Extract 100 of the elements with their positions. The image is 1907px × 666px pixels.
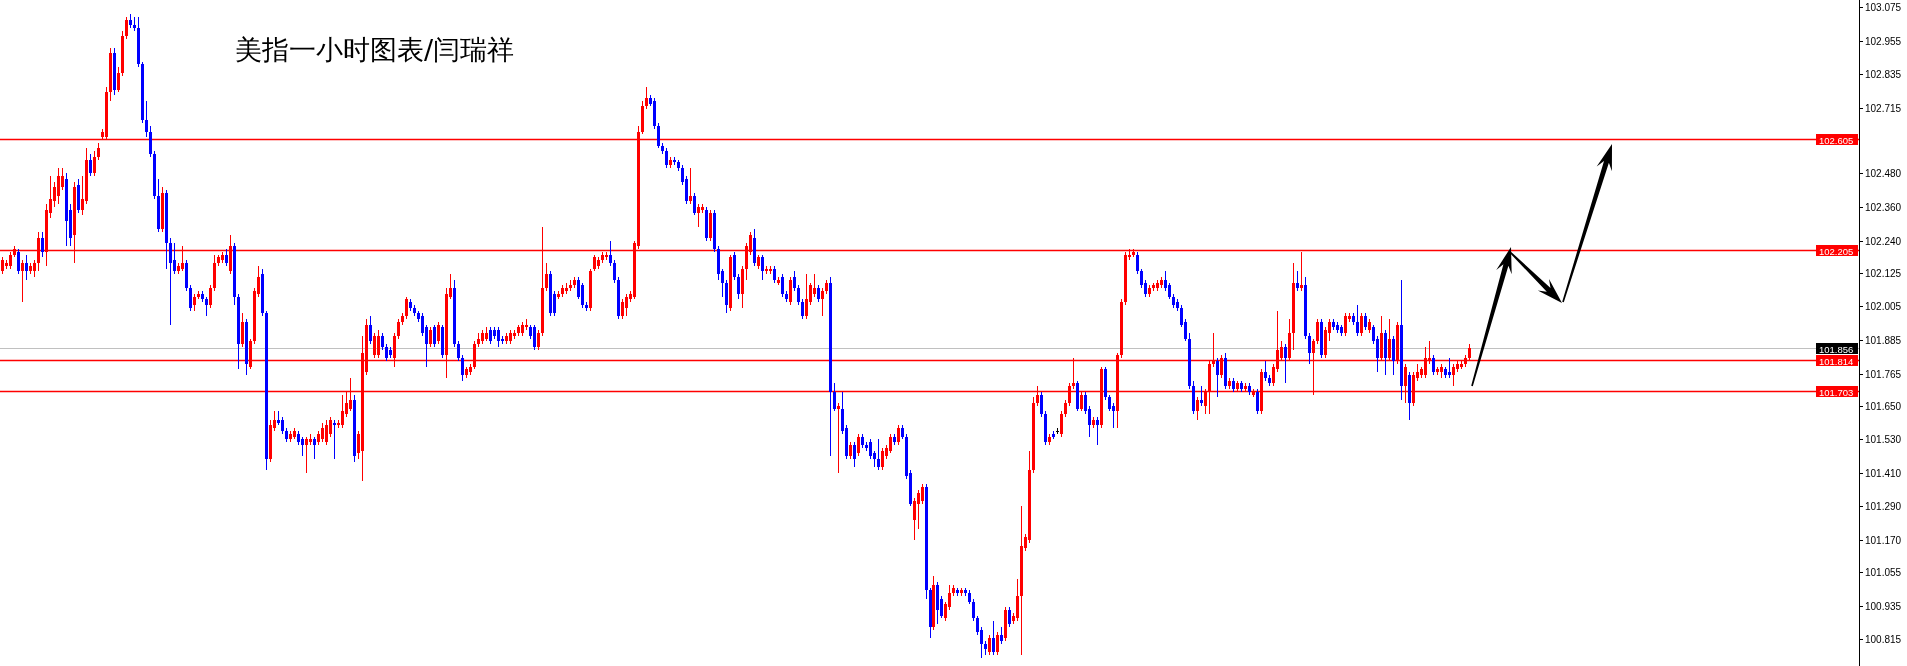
candlestick [461, 354, 464, 382]
y-tick-label: 102.955 [1865, 36, 1902, 47]
y-tick-label: 101.885 [1865, 335, 1902, 346]
candlestick [533, 324, 536, 351]
candlestick [89, 153, 92, 177]
candlestick [625, 293, 628, 317]
candlestick [341, 394, 344, 429]
ref-line-label: 101.814 [1819, 355, 1854, 366]
candlestick [1308, 332, 1311, 365]
y-tick-label: 100.815 [1865, 634, 1902, 645]
candlestick [897, 424, 900, 446]
candlestick [693, 192, 696, 216]
candlestick [833, 382, 836, 412]
candlestick [369, 315, 372, 345]
candlestick [1040, 391, 1043, 418]
candlestick [853, 441, 856, 468]
y-tick-label: 101.290 [1865, 501, 1902, 512]
candlestick [457, 340, 460, 362]
candlestick [1196, 396, 1199, 421]
y-tick-label: 102.715 [1865, 103, 1902, 114]
candlestick [869, 438, 872, 460]
candlestick [205, 296, 208, 317]
candlestick [437, 321, 440, 345]
candlestick [1060, 410, 1063, 438]
candlestick [1356, 304, 1359, 337]
candlestick [329, 416, 332, 438]
ref-line-label: 101.856 [1819, 343, 1854, 354]
candlestick [305, 436, 308, 474]
candlestick [889, 433, 892, 454]
candlestick [545, 262, 548, 292]
candlestick [537, 329, 540, 351]
candlestick [145, 100, 148, 138]
y-tick-label: 101.765 [1865, 369, 1902, 380]
candlestick [761, 254, 764, 281]
candlestick [789, 276, 792, 306]
candlestick [189, 284, 192, 312]
candlestick [1452, 363, 1455, 387]
candlestick [1360, 312, 1363, 337]
y-tick-label: 101.055 [1865, 567, 1902, 578]
candlestick [793, 270, 796, 292]
candlestick [733, 251, 736, 281]
candlestick [913, 497, 916, 541]
candlestick [301, 436, 304, 457]
candlestick [1316, 318, 1319, 345]
candlestick [837, 402, 840, 474]
candlestick [657, 122, 660, 149]
candlestick [1256, 388, 1259, 415]
y-tick-label: 102.125 [1865, 268, 1902, 279]
candlestick [41, 231, 44, 258]
y-tick-label: 102.835 [1865, 69, 1902, 80]
candlestick [665, 147, 668, 169]
candlestick [1344, 312, 1347, 337]
ref-line-label: 101.703 [1819, 386, 1854, 397]
candlestick [497, 326, 500, 348]
candlestick [17, 248, 20, 275]
candlestick [25, 254, 28, 281]
ref-line-label: 102.205 [1819, 245, 1854, 256]
text: 美指一小时图表/闫瑞祥 [235, 33, 515, 65]
candlestick [645, 86, 648, 110]
candlestick [613, 259, 616, 284]
candlestick [241, 312, 244, 348]
y-tick-label: 100.935 [1865, 601, 1902, 612]
candlestick [697, 203, 700, 228]
y-tick-label: 101.170 [1865, 535, 1902, 546]
candlestick [117, 66, 120, 93]
candlestick [996, 631, 999, 656]
candlestick [821, 287, 824, 317]
candlestick [972, 598, 975, 622]
candlestick [321, 422, 324, 443]
y-tick-label: 102.005 [1865, 301, 1902, 312]
candlestick [857, 433, 860, 457]
candlestick [397, 318, 400, 340]
y-tick-label: 101.650 [1865, 401, 1902, 412]
candlestick [609, 240, 612, 267]
candlestick [1264, 360, 1267, 382]
candlestick [1448, 357, 1451, 379]
candlestick [1136, 251, 1139, 275]
candlestick [621, 298, 624, 320]
candlestick [377, 329, 380, 359]
candlestick [992, 620, 995, 656]
candlestick [881, 447, 884, 471]
candlestick [1216, 357, 1219, 398]
candlestick [149, 125, 152, 158]
candlestick [877, 438, 880, 471]
candlestick [581, 282, 584, 309]
candlestick [725, 279, 728, 314]
candlestick [1284, 343, 1287, 384]
candlestick [405, 296, 408, 320]
candlestick [1008, 606, 1011, 628]
candlestick [1432, 354, 1435, 376]
y-tick-label: 101.410 [1865, 468, 1902, 479]
candlestick [173, 242, 176, 275]
y-tick-label: 101.530 [1865, 434, 1902, 445]
candlestick [429, 326, 432, 348]
candlestick [21, 259, 24, 303]
candlestick [917, 489, 920, 530]
candlestick [57, 167, 60, 205]
candlestick [1016, 578, 1019, 622]
y-tick-label: 102.240 [1865, 236, 1902, 247]
candlestick [1392, 335, 1395, 376]
